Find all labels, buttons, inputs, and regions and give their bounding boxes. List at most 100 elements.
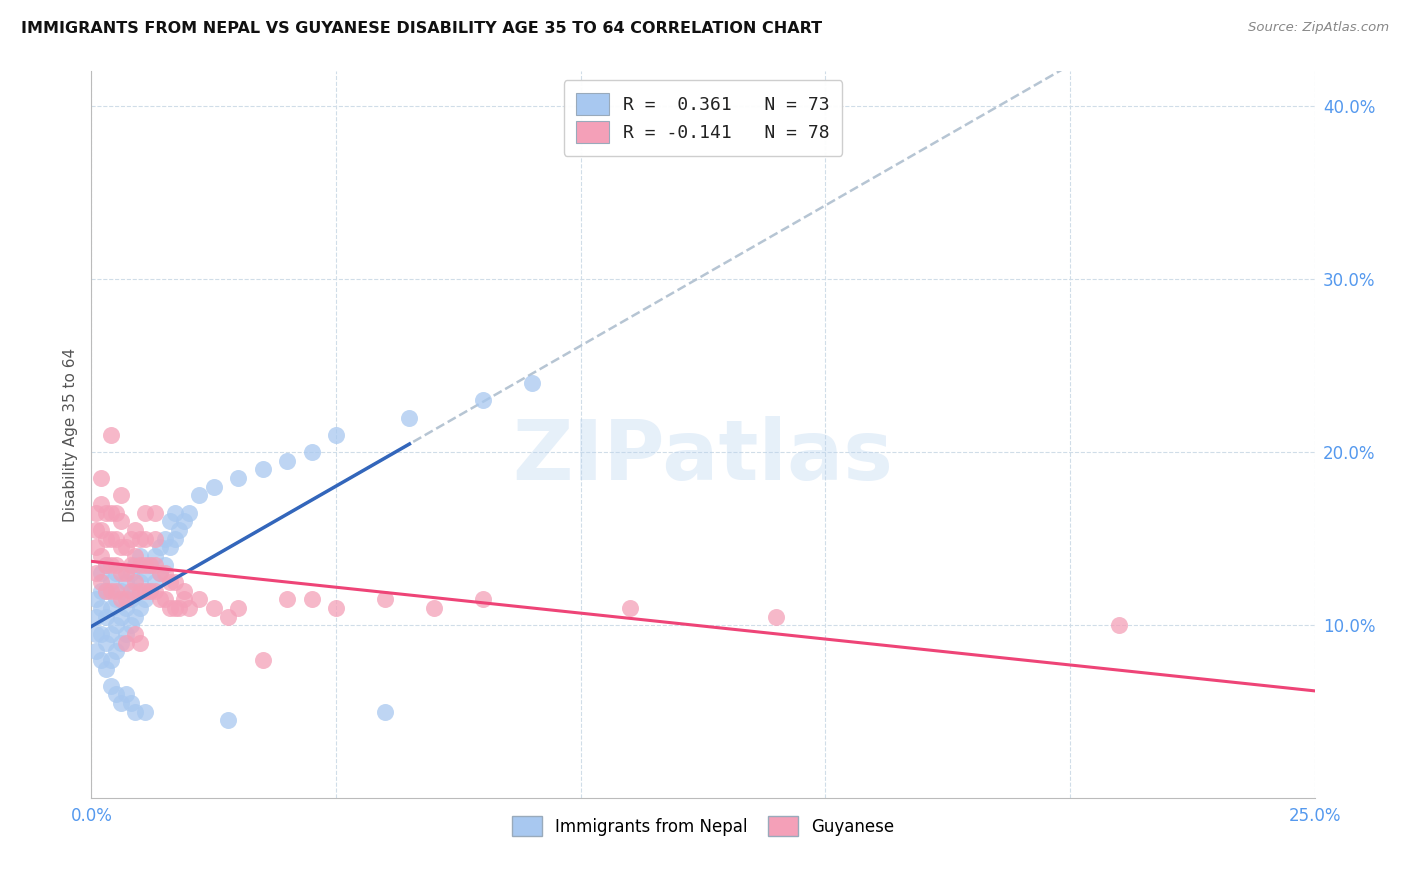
Point — [619, 601, 641, 615]
Point — [90, 653, 112, 667]
Point — [84, 506, 107, 520]
Point — [100, 653, 122, 667]
Point — [120, 696, 142, 710]
Text: IMMIGRANTS FROM NEPAL VS GUYANESE DISABILITY AGE 35 TO 64 CORRELATION CHART: IMMIGRANTS FROM NEPAL VS GUYANESE DISABI… — [21, 21, 823, 36]
Point — [120, 583, 142, 598]
Point — [104, 688, 127, 702]
Point — [173, 583, 195, 598]
Point — [520, 376, 543, 390]
Point — [139, 558, 162, 572]
Point — [104, 506, 127, 520]
Point — [153, 566, 176, 581]
Point — [124, 609, 146, 624]
Point — [163, 532, 186, 546]
Point — [104, 618, 127, 632]
Point — [90, 583, 112, 598]
Point — [100, 532, 122, 546]
Point — [84, 592, 107, 607]
Point — [134, 705, 156, 719]
Point — [104, 558, 127, 572]
Point — [149, 541, 172, 555]
Point — [143, 532, 166, 546]
Point — [139, 583, 162, 598]
Y-axis label: Disability Age 35 to 64: Disability Age 35 to 64 — [62, 348, 77, 522]
Point — [100, 574, 122, 589]
Point — [90, 549, 112, 563]
Point — [110, 696, 132, 710]
Point — [159, 541, 181, 555]
Point — [104, 583, 127, 598]
Point — [94, 532, 117, 546]
Point — [129, 635, 152, 649]
Point — [471, 592, 494, 607]
Point — [120, 558, 142, 572]
Point — [276, 454, 298, 468]
Point — [143, 574, 166, 589]
Point — [423, 601, 446, 615]
Point — [226, 471, 249, 485]
Point — [134, 558, 156, 572]
Point — [114, 574, 136, 589]
Point — [120, 592, 142, 607]
Point — [276, 592, 298, 607]
Point — [120, 532, 142, 546]
Point — [84, 541, 107, 555]
Point — [104, 532, 127, 546]
Point — [129, 601, 152, 615]
Point — [134, 566, 156, 581]
Point — [765, 609, 787, 624]
Point — [129, 574, 152, 589]
Point — [110, 515, 132, 529]
Point — [110, 592, 132, 607]
Point — [124, 574, 146, 589]
Point — [134, 583, 156, 598]
Point — [94, 635, 117, 649]
Point — [149, 592, 172, 607]
Point — [153, 558, 176, 572]
Point — [143, 583, 166, 598]
Point — [169, 601, 191, 615]
Point — [301, 592, 323, 607]
Point — [149, 566, 172, 581]
Point — [159, 515, 181, 529]
Point — [100, 583, 122, 598]
Point — [163, 601, 186, 615]
Point — [110, 566, 132, 581]
Point — [134, 506, 156, 520]
Point — [94, 583, 117, 598]
Point — [129, 549, 152, 563]
Point — [202, 480, 225, 494]
Point — [179, 601, 201, 615]
Point — [124, 705, 146, 719]
Point — [173, 515, 195, 529]
Point — [398, 410, 420, 425]
Point — [120, 566, 142, 581]
Point — [94, 583, 117, 598]
Point — [1108, 618, 1130, 632]
Point — [120, 618, 142, 632]
Point — [94, 609, 117, 624]
Point — [100, 601, 122, 615]
Point — [188, 488, 211, 502]
Point — [114, 635, 136, 649]
Point — [153, 592, 176, 607]
Point — [90, 574, 112, 589]
Point — [163, 506, 186, 520]
Point — [114, 601, 136, 615]
Point — [188, 592, 211, 607]
Point — [100, 506, 122, 520]
Point — [124, 558, 146, 572]
Point — [100, 558, 122, 572]
Point — [94, 558, 117, 572]
Point — [124, 549, 146, 563]
Point — [217, 714, 239, 728]
Point — [134, 532, 156, 546]
Point — [114, 627, 136, 641]
Point — [325, 601, 347, 615]
Point — [104, 566, 127, 581]
Point — [100, 679, 122, 693]
Point — [114, 541, 136, 555]
Point — [90, 627, 112, 641]
Point — [139, 583, 162, 598]
Point — [301, 445, 323, 459]
